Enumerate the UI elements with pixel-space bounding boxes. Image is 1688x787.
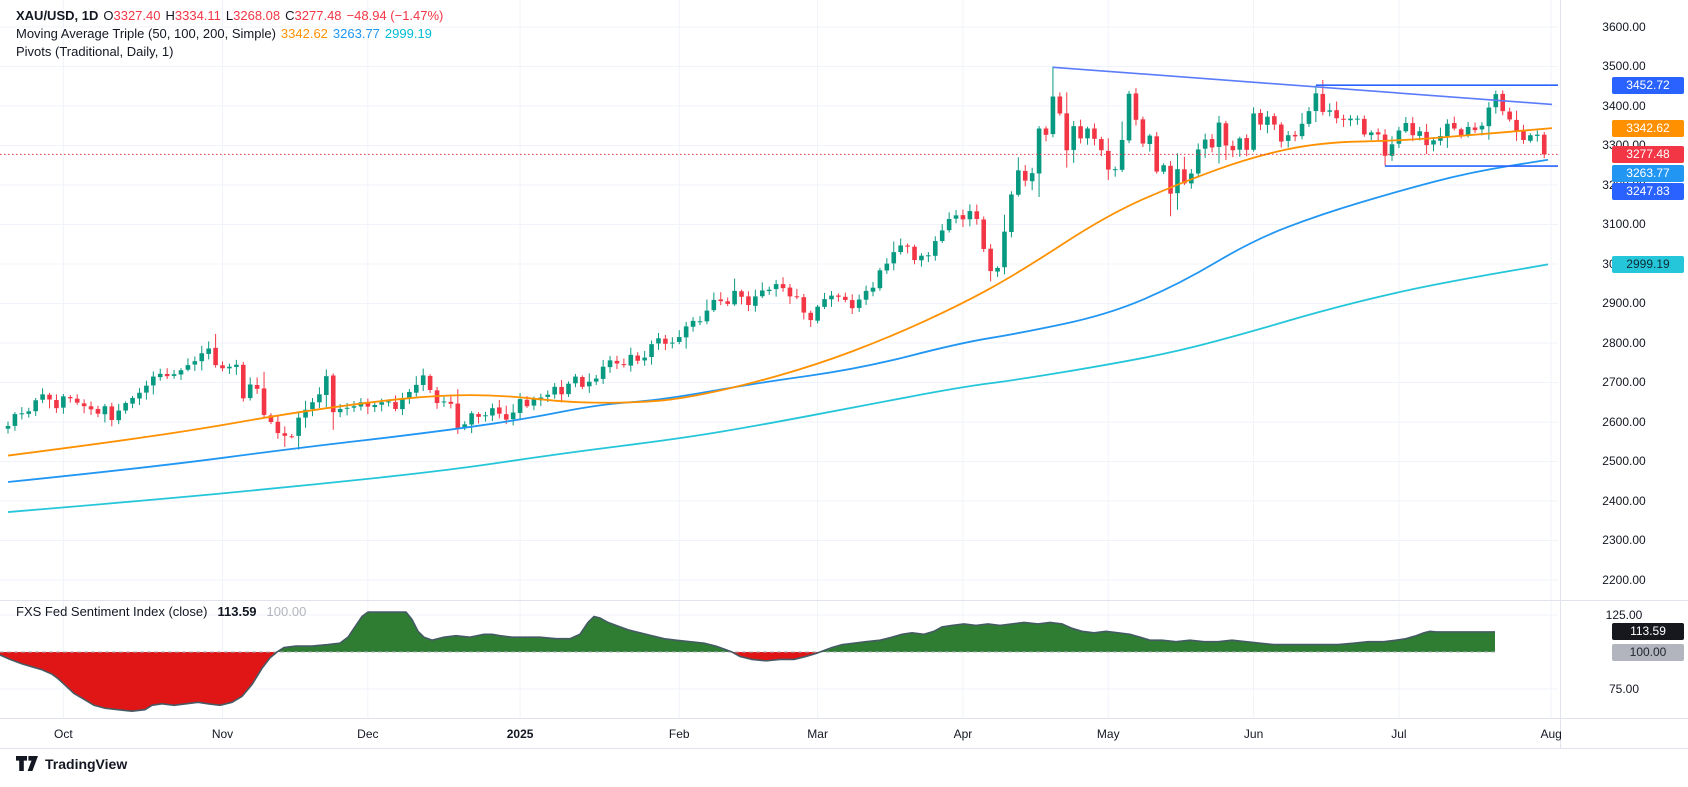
time-label-mar[interactable]: Mar xyxy=(807,727,828,741)
price-tick-label: 2800.00 xyxy=(1602,335,1646,350)
sentiment-area xyxy=(0,611,1495,713)
price-badge: 3277.48 xyxy=(1612,145,1684,163)
symbol-title: XAU/USD, 1D xyxy=(16,8,99,23)
time-label-nov[interactable]: Nov xyxy=(211,727,234,741)
panel-separators xyxy=(0,0,1688,749)
tradingview-branding[interactable]: TradingView xyxy=(16,756,127,772)
price-tick-label: 2500.00 xyxy=(1602,454,1646,468)
trendlines[interactable] xyxy=(1052,66,1558,167)
price-tick-label: 3600.00 xyxy=(1602,19,1646,34)
ohlc-high: H3334.11 xyxy=(165,8,221,23)
main-legend: XAU/USD, 1D O3327.40 H3334.11 L3268.08 C… xyxy=(16,8,443,62)
price-tick-label: 2900.00 xyxy=(1602,296,1646,310)
price-tick-label: 2200.00 xyxy=(1602,572,1646,587)
price-tick-label: 2700.00 xyxy=(1602,375,1646,389)
pivots-title: Pivots (Traditional, Daily, 1) xyxy=(16,44,174,59)
candlestick-series xyxy=(5,66,1547,450)
price-tick-label: 2300.00 xyxy=(1602,533,1646,547)
price-tick-label: 3100.00 xyxy=(1602,217,1646,231)
time-label-aug[interactable]: Aug xyxy=(1540,727,1562,741)
time-label-jul[interactable]: Jul xyxy=(1391,727,1407,741)
time-label-oct[interactable]: Oct xyxy=(54,727,73,741)
price-tick-label: 3400.00 xyxy=(1602,98,1646,113)
ma50-value: 3342.62 xyxy=(280,26,328,41)
sentiment-title: FXS Fed Sentiment Index (close) xyxy=(16,604,208,619)
price-badge: 3247.83 xyxy=(1612,183,1684,201)
sentiment-badge: 100.00 xyxy=(1612,643,1684,661)
gridlines xyxy=(0,0,1558,718)
sentiment-badge: 113.59 xyxy=(1612,623,1684,641)
ma200-line xyxy=(7,263,1549,513)
time-label-2025[interactable]: 2025 xyxy=(506,727,534,741)
sentiment-legend-row[interactable]: FXS Fed Sentiment Index (close) 113.59 1… xyxy=(16,604,306,619)
price-badge: 3263.77 xyxy=(1612,165,1684,183)
sentiment-tick-label: 125.00 xyxy=(1605,607,1643,622)
ma200-value: 2999.19 xyxy=(384,26,432,41)
price-badge: 3342.62 xyxy=(1612,120,1684,138)
sentiment-baseline-value: 100.00 xyxy=(266,604,307,619)
time-label-feb[interactable]: Feb xyxy=(668,727,690,741)
ma50-line xyxy=(7,127,1553,457)
price-badge: 3452.72 xyxy=(1612,76,1684,94)
time-label-apr[interactable]: Apr xyxy=(953,727,973,741)
time-label-dec[interactable]: Dec xyxy=(357,727,379,741)
symbol-legend-row[interactable]: XAU/USD, 1D O3327.40 H3334.11 L3268.08 C… xyxy=(16,8,443,24)
price-tick-label: 2400.00 xyxy=(1602,493,1646,508)
time-label-jun[interactable]: Jun xyxy=(1243,727,1264,741)
pivots-legend-row[interactable]: Pivots (Traditional, Daily, 1) xyxy=(16,44,443,60)
ma100-value: 3263.77 xyxy=(332,26,380,41)
sentiment-tick-label: 75.00 xyxy=(1608,681,1640,696)
moving-averages xyxy=(7,127,1553,513)
ma-legend-row[interactable]: Moving Average Triple (50, 100, 200, Sim… xyxy=(16,26,443,42)
ma100-line xyxy=(7,158,1549,483)
sentiment-value: 113.59 xyxy=(217,604,257,619)
ohlc-low: L3268.08 xyxy=(225,8,281,23)
price-badge: 2999.19 xyxy=(1612,255,1684,273)
ma-title: Moving Average Triple (50, 100, 200, Sim… xyxy=(16,26,276,41)
change-value: −48.94 (−1.47%) xyxy=(346,8,444,23)
ohlc-close: C3277.48 xyxy=(285,8,342,23)
ohlc-open: O3327.40 xyxy=(103,8,161,23)
price-tick-label: 2600.00 xyxy=(1602,414,1646,429)
time-label-may[interactable]: May xyxy=(1096,727,1120,741)
price-tick-label: 3500.00 xyxy=(1602,59,1646,73)
tradingview-logo-text: TradingView xyxy=(45,756,128,772)
tradingview-logo-icon xyxy=(16,756,38,771)
